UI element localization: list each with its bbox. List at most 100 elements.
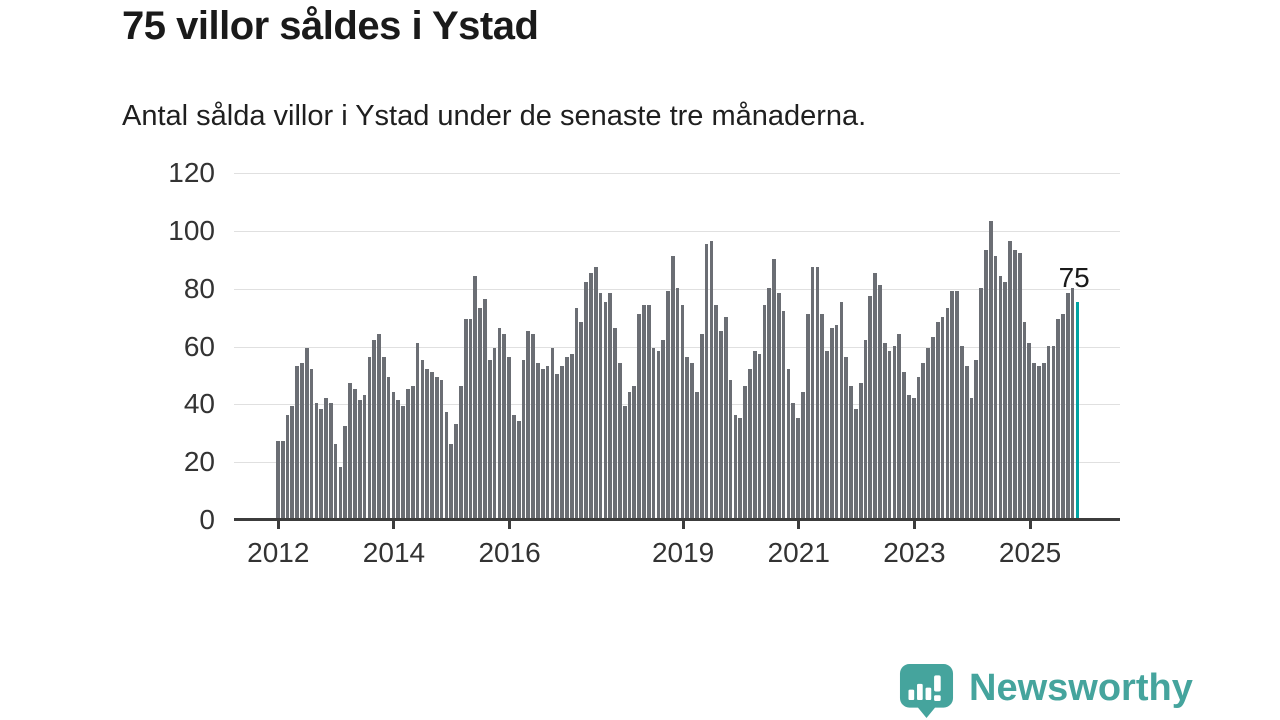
bar bbox=[536, 362, 540, 519]
bar bbox=[993, 255, 998, 519]
bar bbox=[608, 293, 613, 519]
newsworthy-logo: Newsworthy bbox=[898, 664, 1193, 718]
bar bbox=[1046, 345, 1051, 519]
bar bbox=[786, 368, 791, 519]
x-axis-tick-label: 2016 bbox=[478, 537, 541, 568]
bar bbox=[401, 406, 405, 519]
x-axis-tick-label: 2025 bbox=[998, 537, 1062, 568]
x-axis-tick bbox=[392, 520, 396, 529]
bar bbox=[714, 305, 719, 519]
bar bbox=[521, 359, 526, 519]
bar bbox=[319, 409, 324, 519]
x-axis-tick bbox=[508, 520, 512, 529]
y-axis-tick-label: 100 bbox=[168, 214, 215, 246]
y-axis-tick-label: 120 bbox=[168, 157, 215, 188]
bar bbox=[762, 305, 767, 519]
bar bbox=[680, 305, 685, 519]
bar bbox=[829, 328, 834, 519]
bar bbox=[733, 414, 738, 519]
y-gridline bbox=[234, 230, 1120, 232]
x-axis-tick-label: 2012 bbox=[247, 537, 310, 568]
bar bbox=[1070, 287, 1075, 519]
bar bbox=[1056, 319, 1061, 519]
bar bbox=[719, 331, 723, 519]
bar bbox=[290, 406, 295, 519]
bar bbox=[1051, 345, 1056, 519]
bar bbox=[882, 342, 887, 519]
bar bbox=[1022, 322, 1027, 519]
bar bbox=[627, 391, 632, 519]
bar bbox=[280, 440, 285, 519]
bar bbox=[969, 397, 974, 519]
bar bbox=[545, 365, 550, 519]
bar bbox=[868, 296, 873, 519]
bar bbox=[781, 310, 786, 519]
bar bbox=[695, 391, 699, 519]
x-axis-line bbox=[234, 518, 1120, 521]
bar bbox=[516, 420, 521, 519]
bar-chart-plot-area: 2012 2014 2016 2019 2021 2023 2025 75 bbox=[234, 173, 1120, 568]
bar bbox=[685, 357, 690, 519]
bar bbox=[328, 403, 333, 519]
bar bbox=[362, 394, 367, 519]
page-subtitle: Antal sålda villor i Ystad under de sena… bbox=[122, 100, 867, 132]
bar bbox=[858, 383, 863, 519]
bar bbox=[825, 351, 829, 519]
bar bbox=[492, 348, 497, 519]
highlight-value-label: 75 bbox=[1058, 262, 1090, 294]
bar bbox=[309, 368, 314, 519]
bar bbox=[565, 357, 569, 519]
bar bbox=[1027, 342, 1032, 519]
bar bbox=[598, 293, 603, 519]
bar bbox=[931, 336, 935, 519]
bar bbox=[348, 383, 352, 519]
bar bbox=[613, 328, 617, 519]
bar bbox=[434, 377, 439, 519]
bar bbox=[512, 414, 516, 519]
bar bbox=[439, 380, 444, 519]
bar-chart-speech-bubble-icon bbox=[899, 664, 954, 718]
bar bbox=[960, 345, 964, 519]
bar bbox=[820, 313, 824, 519]
bar bbox=[1041, 362, 1046, 519]
bar bbox=[410, 385, 415, 519]
bar bbox=[907, 394, 911, 519]
bar bbox=[945, 307, 950, 519]
bar bbox=[473, 276, 478, 519]
bar bbox=[767, 287, 772, 519]
bar bbox=[420, 359, 425, 519]
y-axis-tick-label: 20 bbox=[183, 446, 215, 478]
bar bbox=[603, 302, 608, 519]
bar bbox=[300, 362, 304, 519]
bar bbox=[550, 348, 555, 519]
bar bbox=[670, 255, 675, 519]
bar bbox=[666, 290, 670, 519]
bar bbox=[897, 333, 902, 519]
bar bbox=[463, 319, 468, 519]
bar bbox=[415, 342, 420, 519]
bar bbox=[372, 339, 377, 519]
bar bbox=[618, 362, 622, 519]
bar bbox=[622, 406, 627, 519]
bar bbox=[1061, 313, 1065, 519]
bar bbox=[839, 302, 844, 519]
bar bbox=[1037, 365, 1041, 519]
bar bbox=[459, 385, 463, 519]
bar bbox=[478, 307, 482, 519]
bar bbox=[589, 273, 593, 519]
bar bbox=[709, 241, 714, 519]
bar bbox=[1032, 362, 1036, 519]
x-axis-tick bbox=[912, 520, 916, 529]
bar bbox=[776, 293, 781, 519]
newsworthy-wordmark: Newsworthy bbox=[969, 667, 1193, 709]
bar bbox=[988, 221, 993, 519]
bar bbox=[863, 339, 868, 519]
bar bbox=[979, 287, 983, 519]
bar bbox=[964, 365, 969, 519]
bar bbox=[801, 391, 805, 519]
bar bbox=[593, 267, 598, 519]
bar bbox=[656, 351, 661, 519]
bar bbox=[902, 371, 906, 519]
bar bbox=[304, 348, 309, 519]
